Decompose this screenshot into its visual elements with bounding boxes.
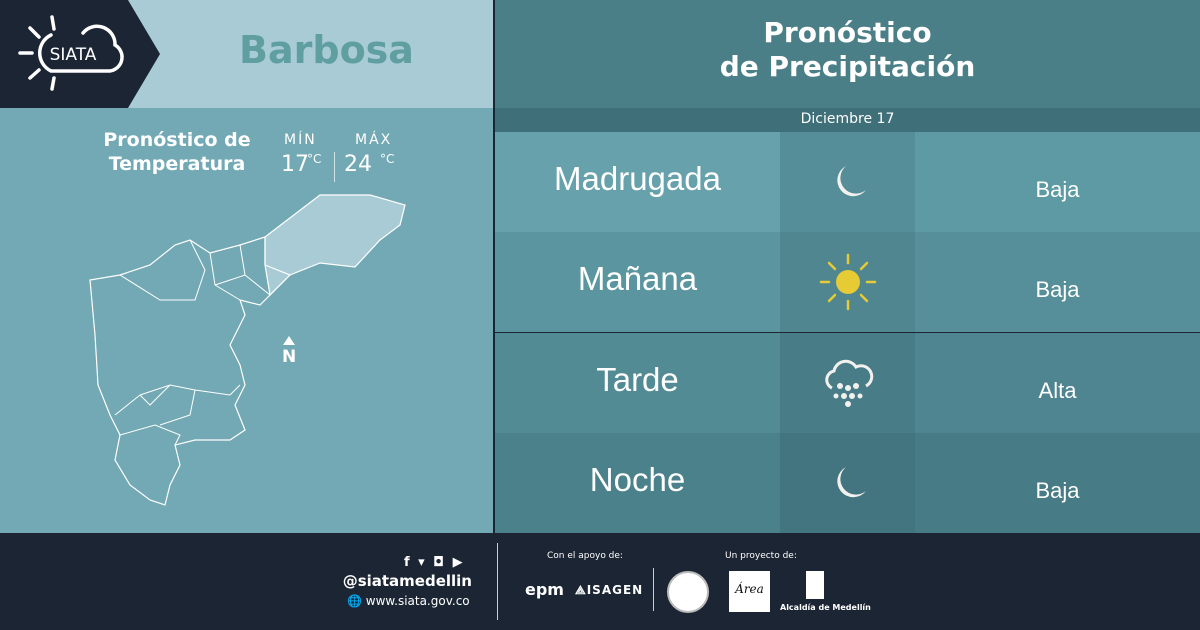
north-arrow-icon: [283, 336, 295, 345]
area-metropolitana-logo: Área: [729, 571, 770, 612]
forecast-row: Mañana Baja: [495, 232, 1200, 332]
period-label: Madrugada: [495, 132, 780, 232]
precip-header: [495, 0, 1200, 112]
min-label: MÍN: [284, 132, 317, 148]
precip-level: Alta: [1038, 378, 1077, 403]
municipality-map: [89, 194, 406, 506]
precip-title-line1: Pronóstico: [763, 16, 932, 49]
period-label: Mañana: [495, 232, 780, 332]
forecast-row: Tarde Alta: [495, 333, 1200, 433]
period-label: Noche: [495, 433, 780, 533]
footer-divider: [497, 543, 498, 620]
social-icons[interactable]: f ▾ ◘ ▶: [404, 555, 465, 570]
precip-level: Baja: [1035, 177, 1080, 202]
epm-logo: epm: [525, 580, 564, 599]
website-text[interactable]: www.siata.gov.co: [365, 594, 470, 608]
globe-icon: 🌐: [347, 594, 362, 608]
project-label: Un proyecto de:: [725, 551, 797, 561]
precip-title: Pronóstico de Precipitación: [495, 16, 1200, 84]
precip-level: Baja: [1035, 478, 1080, 503]
temp-label-line2: Temperatura: [108, 153, 246, 175]
forecast-date: Diciembre 17: [495, 108, 1200, 132]
website-link[interactable]: 🌐 www.siata.gov.co: [347, 594, 470, 608]
isagen-text: ISAGEN: [586, 583, 644, 597]
alcaldia-label: Alcaldía de Medellín: [780, 603, 871, 612]
gobernacion-seal: [667, 571, 709, 613]
alcaldia-shield: [806, 571, 824, 599]
title-band: [128, 0, 493, 108]
svg-text:SIATA: SIATA: [50, 45, 97, 65]
rain-cloud-icon: [780, 333, 915, 433]
precip-level: Baja: [1035, 277, 1080, 302]
moon-icon: [780, 433, 915, 533]
max-label: MÁX: [355, 132, 393, 148]
min-unit: °C: [307, 152, 322, 166]
barbosa-region: [264, 194, 406, 297]
support-label: Con el apoyo de:: [547, 551, 623, 561]
footer-divider: [653, 568, 654, 611]
temp-divider: [334, 152, 335, 182]
forecast-row: Noche Baja: [495, 433, 1200, 533]
max-unit: °C: [380, 152, 395, 166]
isagen-logo: ⟁ISAGEN: [575, 583, 644, 597]
min-value: 17: [281, 152, 309, 177]
precip-title-line2: de Precipitación: [719, 50, 976, 83]
social-handle[interactable]: @siatamedellin: [342, 572, 472, 590]
map-panel: [0, 108, 493, 533]
temperature-label: Pronóstico de Temperatura: [92, 128, 262, 176]
temp-label-line1: Pronóstico de: [103, 129, 251, 151]
sun-icon: [780, 232, 915, 332]
moon-icon: [780, 132, 915, 232]
period-label: Tarde: [495, 333, 780, 433]
max-value: 24: [344, 152, 372, 177]
north-label: N: [282, 347, 297, 367]
forecast-row: Madrugada Baja: [495, 132, 1200, 232]
footer: [0, 533, 1200, 630]
city-name: Barbosa: [239, 28, 414, 72]
siata-logo: SIATA: [18, 15, 124, 91]
